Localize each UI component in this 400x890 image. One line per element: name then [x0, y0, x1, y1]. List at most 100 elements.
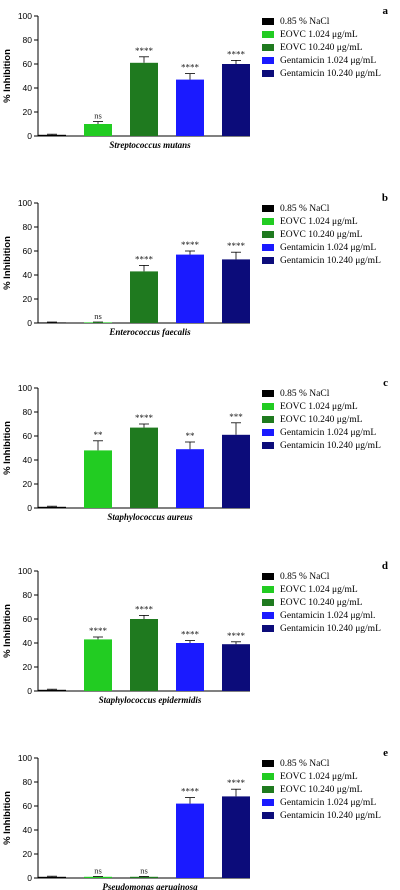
significance-label: **** [135, 254, 154, 264]
bar-eovc_high [130, 876, 158, 878]
y-tick-label: 20 [23, 107, 33, 117]
significance-label: ** [94, 430, 104, 440]
y-tick-label: 40 [23, 638, 33, 648]
bar-nacl [38, 506, 66, 508]
y-tick-label: 60 [23, 801, 33, 811]
legend-entry: EOVC 1.024 μg/mL [280, 772, 358, 782]
significance-label: **** [181, 630, 200, 640]
y-axis-label: % Inhibition [2, 421, 13, 475]
legend-swatch-nacl [262, 760, 274, 767]
legend-swatch-gent_low [262, 244, 274, 251]
significance-label: ns [140, 865, 148, 875]
panel-label: d [382, 560, 388, 572]
legend-entry: EOVC 10.240 μg/mL [280, 415, 363, 425]
bar-eovc_high [130, 427, 158, 508]
legend-entry: Gentamicin 1.024 μg/mL [280, 798, 376, 808]
legend-entry: 0.85 % NaCl [280, 17, 330, 27]
legend-entry: EOVC 1.024 μg/mL [280, 30, 358, 40]
legend-entry: EOVC 1.024 μg/mL [280, 402, 358, 412]
y-tick-label: 20 [23, 479, 33, 489]
legend-entry: Gentamicin 10.240 μg/mL [280, 441, 381, 451]
bar-eovc_high [130, 62, 158, 136]
legend-entry: EOVC 10.240 μg/mL [280, 785, 363, 795]
legend-swatch-eovc_high [262, 786, 274, 793]
legend-entry: EOVC 10.240 μg/mL [280, 598, 363, 608]
legend-swatch-nacl [262, 573, 274, 580]
chart-panel-e: % Inhibition 0 20 40 60 80 100 ns ns **** **** Pseu… [2, 747, 388, 890]
legend-swatch-eovc_high [262, 599, 274, 606]
y-tick-label: 40 [23, 455, 33, 465]
chart-title: Staphylococcus epidermidis [99, 695, 202, 705]
legend-swatch-gent_low [262, 612, 274, 619]
legend-entry: EOVC 1.024 μg/mL [280, 217, 358, 227]
y-tick-label: 100 [18, 566, 32, 576]
legend-entry: Gentamicin 10.240 μg/mL [280, 256, 381, 266]
significance-label: **** [181, 787, 200, 797]
bar-eovc_low [84, 322, 112, 323]
legend-entry: Gentamicin 1.024 μg/mL [280, 56, 376, 66]
significance-label: **** [227, 49, 246, 59]
significance-label: **** [135, 46, 154, 56]
y-axis-label: % Inhibition [2, 791, 13, 845]
y-tick-label: 40 [23, 83, 33, 93]
significance-label: ns [94, 311, 102, 321]
bar-gent_high [222, 434, 250, 508]
y-tick-label: 20 [23, 294, 33, 304]
bar-gent_low [176, 254, 204, 323]
bar-gent_high [222, 64, 250, 136]
bar-nacl [38, 689, 66, 691]
significance-label: **** [135, 413, 154, 423]
bar-nacl [38, 322, 66, 323]
y-tick-label: 40 [23, 825, 33, 835]
bar-nacl [38, 134, 66, 136]
panel-label: a [383, 5, 389, 17]
y-tick-label: 80 [23, 35, 33, 45]
y-tick-label: 0 [27, 873, 32, 883]
legend-entry: EOVC 10.240 μg/mL [280, 43, 363, 53]
y-tick-label: 0 [27, 131, 32, 141]
significance-label: **** [89, 626, 108, 636]
bar-nacl [38, 876, 66, 878]
legend-swatch-gent_low [262, 57, 274, 64]
panel-label: b [382, 192, 388, 204]
chart-title: Pseudomonas aeruginosa [102, 882, 198, 890]
panel-label: e [383, 747, 388, 759]
legend-swatch-gent_high [262, 442, 274, 449]
legend-swatch-eovc_low [262, 218, 274, 225]
significance-label: ns [94, 111, 102, 121]
legend-swatch-gent_low [262, 799, 274, 806]
bar-eovc_low [84, 124, 112, 136]
legend-swatch-eovc_high [262, 231, 274, 238]
y-tick-label: 60 [23, 59, 33, 69]
legend-swatch-eovc_high [262, 44, 274, 51]
y-tick-label: 100 [18, 383, 32, 393]
legend-swatch-gent_high [262, 257, 274, 264]
y-tick-label: 80 [23, 777, 33, 787]
bar-gent_low [176, 79, 204, 136]
chart-title: Enterococcus faecalis [108, 327, 191, 337]
y-tick-label: 80 [23, 222, 33, 232]
y-axis-label: % Inhibition [2, 49, 13, 103]
bar-eovc_low [84, 876, 112, 878]
legend-swatch-gent_low [262, 429, 274, 436]
bar-eovc_low [84, 450, 112, 508]
y-axis-label: % Inhibition [2, 236, 13, 290]
legend-entry: 0.85 % NaCl [280, 759, 330, 769]
legend-entry: Gentamicin 10.240 μg/mL [280, 811, 381, 821]
y-axis-label: % Inhibition [2, 604, 13, 658]
bar-gent_high [222, 259, 250, 323]
chart-title: Staphylococcus aureus [107, 512, 193, 522]
legend-swatch-eovc_low [262, 773, 274, 780]
legend-swatch-gent_high [262, 625, 274, 632]
bar-gent_low [176, 449, 204, 508]
significance-label: **** [181, 63, 200, 73]
bar-gent_low [176, 803, 204, 878]
y-tick-label: 60 [23, 246, 33, 256]
chart-panel-a: % Inhibition 0 20 40 60 80 100 ns **** **** **** St… [2, 5, 389, 150]
y-tick-label: 0 [27, 503, 32, 513]
y-tick-label: 20 [23, 662, 33, 672]
significance-label: *** [229, 412, 243, 422]
y-tick-label: 80 [23, 407, 33, 417]
legend-entry: Gentamicin 10.240 μg/mL [280, 69, 381, 79]
legend-swatch-eovc_low [262, 586, 274, 593]
